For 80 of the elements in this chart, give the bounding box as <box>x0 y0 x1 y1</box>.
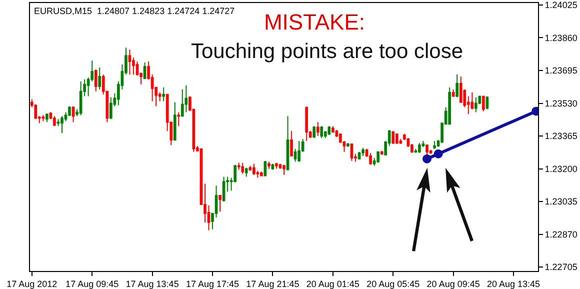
candlestick <box>346 142 350 148</box>
y-tick-label: 1.24025 <box>544 0 578 10</box>
candlestick <box>98 67 102 90</box>
candlestick <box>184 84 188 113</box>
candlestick <box>260 171 263 176</box>
candlestick <box>426 144 428 156</box>
candlestick <box>452 88 455 97</box>
x-tick-label: 17 Aug 13:45 <box>126 278 179 289</box>
candlestick <box>470 92 474 110</box>
y-tick-label: 1.22705 <box>544 262 578 272</box>
annotation: EURUSD,M15 1.24807 1.24823 1.24724 1.24727 <box>34 6 235 16</box>
candlestick <box>286 116 290 170</box>
candlestick <box>316 122 320 137</box>
candlestick <box>474 96 478 113</box>
x-tick-label: 20 Aug 13:45 <box>487 278 540 289</box>
candlestick <box>143 62 146 79</box>
chart-title: MISTAKE: <box>264 10 366 35</box>
candlestick <box>456 74 459 98</box>
x-tick-label: 17 Aug 17:45 <box>186 278 240 289</box>
candlestick <box>109 96 112 120</box>
candlestick <box>34 104 38 120</box>
x-tick-label: 17 Aug 21:45 <box>246 278 300 289</box>
y-tick-label: 1.23035 <box>544 196 578 207</box>
candlestick <box>312 126 316 138</box>
candlestick <box>298 140 300 162</box>
y-tick-label: 1.23365 <box>544 131 578 142</box>
candlestick <box>328 126 331 136</box>
candlestick <box>392 130 395 144</box>
candlestick <box>180 88 184 117</box>
point <box>422 154 432 164</box>
candlestick <box>305 106 308 142</box>
candlestick <box>79 80 82 116</box>
candlestick <box>369 152 372 166</box>
x-tick-label: 17 Aug 2012 <box>6 278 58 289</box>
x-tick-label: 20 Aug 05:45 <box>366 278 420 289</box>
candlestick <box>46 114 48 123</box>
candlestick <box>94 69 98 92</box>
candlestick <box>268 161 270 170</box>
candlestick <box>290 130 293 156</box>
y-tick-label: 1.23695 <box>544 66 578 76</box>
candlestick <box>332 126 334 133</box>
candlestick <box>173 102 176 140</box>
candlestick <box>320 126 324 138</box>
candlestick <box>395 134 398 144</box>
candlestick <box>68 106 71 117</box>
candlestick <box>376 151 380 164</box>
y-tick-label: 1.23860 <box>544 32 578 43</box>
candlestick <box>222 176 226 202</box>
candlestick <box>350 143 354 162</box>
candlestick <box>128 49 132 75</box>
candlestick <box>72 106 75 123</box>
candlestick <box>459 76 462 103</box>
candlestick <box>244 167 248 178</box>
candlestick <box>248 165 252 172</box>
candlestick <box>418 142 421 154</box>
point <box>434 149 443 158</box>
candlestick <box>482 96 485 112</box>
y-tick-label: 1.23530 <box>544 98 578 108</box>
candlestick <box>282 164 286 176</box>
candlestick <box>241 162 244 174</box>
candlestick <box>237 162 240 170</box>
candlestick <box>252 163 256 176</box>
candlestick <box>60 116 64 134</box>
candlestick <box>53 116 56 127</box>
y-tick-label: 1.22870 <box>544 229 578 240</box>
y-tick-label: 1.23200 <box>544 164 578 174</box>
candlestick <box>362 147 364 156</box>
candlestick <box>42 114 45 122</box>
text: Touching points are too close <box>191 40 464 63</box>
candlestick <box>271 163 274 170</box>
candlestick <box>275 162 278 170</box>
candlestick <box>448 86 451 125</box>
candlestick <box>380 150 384 156</box>
candlestick <box>218 195 222 212</box>
candlestick <box>177 112 180 127</box>
x-tick-label: 17 Aug 09:45 <box>66 278 119 289</box>
x-tick-label: 20 Aug 09:45 <box>426 278 480 289</box>
x-tick-label: 20 Aug 01:45 <box>306 278 360 289</box>
candlestick <box>162 86 166 102</box>
candlestick <box>433 140 436 150</box>
